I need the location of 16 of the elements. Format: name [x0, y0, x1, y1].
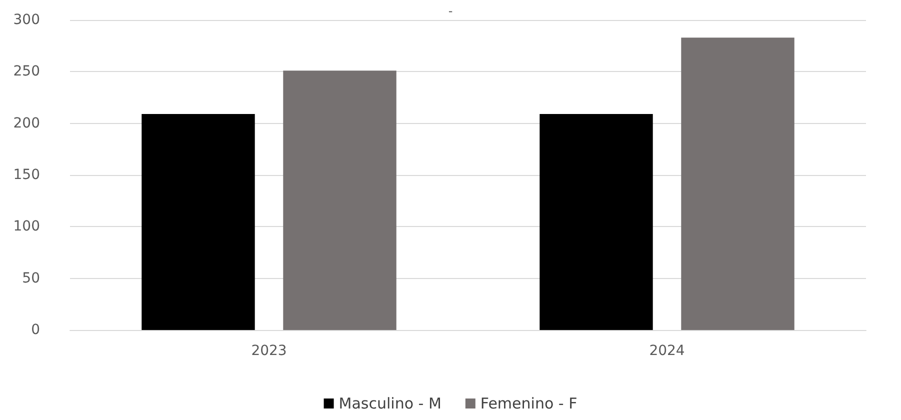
y-tick-label: 200 — [13, 115, 40, 132]
y-tick-label: 250 — [13, 64, 40, 80]
x-tick-label: 2024 — [649, 343, 685, 359]
bar — [142, 114, 255, 330]
bar — [681, 38, 794, 330]
y-tick-label: 300 — [13, 12, 40, 28]
x-tick-label: 2023 — [251, 343, 287, 359]
legend-label: Femenino - F — [480, 394, 578, 412]
chart-title: - — [448, 4, 453, 18]
bar — [540, 114, 653, 330]
y-tick-label: 50 — [22, 270, 40, 286]
y-tick-label: 150 — [13, 167, 40, 183]
y-tick-label: 100 — [13, 218, 40, 235]
bar — [283, 70, 396, 330]
y-tick-label: 0 — [31, 322, 40, 338]
legend-label: Masculino - M — [338, 394, 442, 412]
